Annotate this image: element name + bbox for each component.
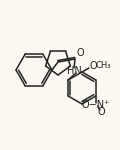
Text: HN: HN xyxy=(67,66,81,76)
Text: O: O xyxy=(90,61,98,71)
Text: CH₃: CH₃ xyxy=(96,61,111,70)
Text: O: O xyxy=(76,48,84,58)
Text: O: O xyxy=(97,107,105,117)
Text: O−N⁺: O−N⁺ xyxy=(82,100,110,110)
